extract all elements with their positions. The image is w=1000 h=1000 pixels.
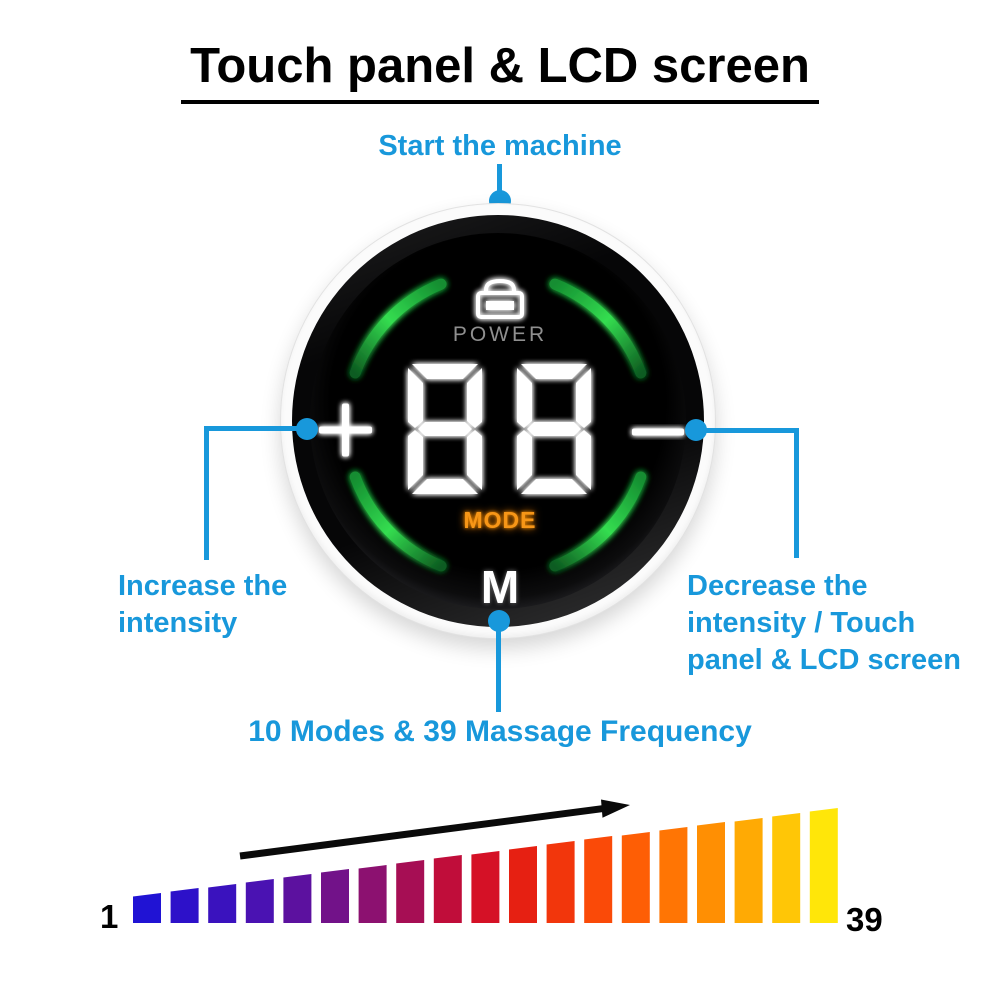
frequency-bar xyxy=(471,851,500,923)
arc-lower-left xyxy=(349,471,447,572)
connector-dot-left xyxy=(296,418,318,440)
frequency-bar xyxy=(433,855,462,923)
connector-line-right-h xyxy=(700,428,797,433)
arc-lower-right xyxy=(549,471,647,572)
progress-arcs xyxy=(349,278,647,572)
m-button-label: M xyxy=(480,561,520,613)
frequency-bar xyxy=(245,879,274,923)
frequency-bar xyxy=(358,865,387,923)
connector-line-bottom xyxy=(496,628,501,712)
frequency-bar xyxy=(396,860,425,923)
connector-line-right-v xyxy=(794,428,799,558)
title-underline xyxy=(181,100,819,104)
start-machine-label: Start the machine xyxy=(378,130,622,162)
display-digit xyxy=(408,364,482,494)
plus-icon xyxy=(319,403,372,457)
frequency-bar xyxy=(697,822,725,923)
frequency-bar xyxy=(170,888,199,923)
seven-segment-display xyxy=(408,364,591,494)
frequency-bar xyxy=(283,874,312,923)
connector-line-top xyxy=(497,164,502,196)
massager-device xyxy=(280,203,716,639)
minus-icon xyxy=(632,428,684,436)
connector-dot-right xyxy=(685,419,707,441)
connector-dot-bottom xyxy=(488,610,510,632)
connector-line-left-v xyxy=(204,426,209,560)
modes-frequency-caption: 10 Modes & 39 Massage Frequency xyxy=(248,715,752,748)
frequency-bar xyxy=(509,846,537,923)
page-title: Touch panel & LCD screen xyxy=(190,39,810,93)
frequency-max-label: 39 xyxy=(846,901,883,938)
frequency-bar xyxy=(584,836,613,923)
decrease-intensity-label: Decrease the intensity / Touch panel & L… xyxy=(687,570,961,676)
frequency-bar xyxy=(734,818,763,923)
trend-arrow-icon xyxy=(239,799,630,860)
frequency-bar xyxy=(772,813,801,923)
frequency-bar xyxy=(809,808,838,923)
power-label: POWER xyxy=(452,323,548,346)
increase-intensity-label: Increase the intensity xyxy=(118,570,288,639)
frequency-min-label: 1 xyxy=(100,898,119,935)
frequency-bar xyxy=(546,841,575,923)
arc-upper-right xyxy=(549,278,647,379)
frequency-bar xyxy=(621,832,650,923)
frequency-bar xyxy=(321,869,349,923)
frequency-bar xyxy=(659,827,688,923)
device-graphics xyxy=(319,278,684,572)
arc-upper-left xyxy=(349,278,447,379)
connector-line-left-h xyxy=(204,426,304,431)
lock-icon xyxy=(476,278,524,319)
frequency-bar xyxy=(208,884,237,923)
mode-indicator: MODE xyxy=(463,507,537,533)
display-digit xyxy=(517,364,591,494)
frequency-bar xyxy=(133,893,161,923)
frequency-chart xyxy=(133,799,838,923)
device-screen xyxy=(350,273,646,569)
